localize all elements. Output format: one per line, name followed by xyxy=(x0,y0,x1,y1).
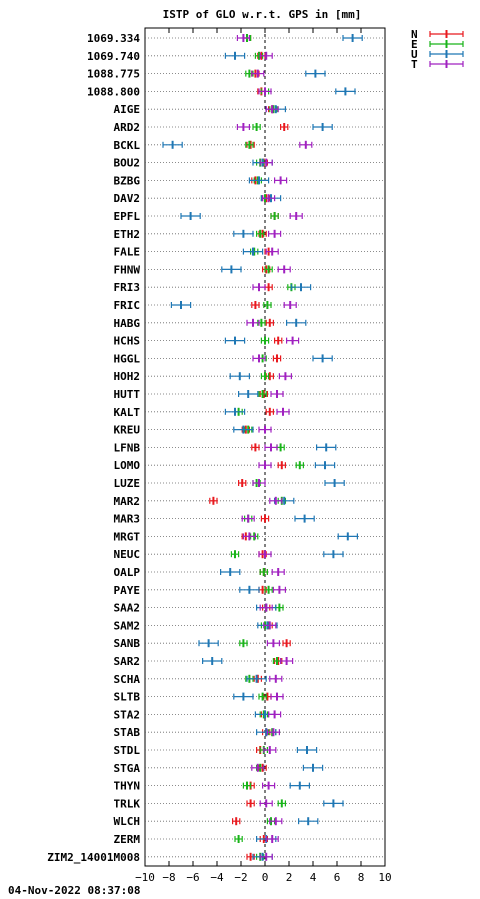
x-tick-label: 10 xyxy=(378,871,391,884)
x-tick-label: 6 xyxy=(334,871,341,884)
category-label: 1069.740 xyxy=(87,50,140,63)
category-label: ARD2 xyxy=(114,121,141,134)
category-label: AIGE xyxy=(114,103,141,116)
category-label: ZIM2_14001M008 xyxy=(47,851,140,864)
category-label: THYN xyxy=(114,780,141,793)
category-label: SCHA xyxy=(114,673,141,686)
category-label: FRIC xyxy=(114,299,141,312)
category-label: KREU xyxy=(114,424,141,437)
category-label: FRI3 xyxy=(114,281,141,294)
category-label: SANB xyxy=(114,637,141,650)
category-label: KALT xyxy=(114,406,141,419)
category-label: 1088.800 xyxy=(87,85,140,98)
category-label: HGGL xyxy=(114,352,141,365)
category-label: WLCH xyxy=(114,815,141,828)
category-label: STDL xyxy=(114,744,141,757)
category-label: LFNB xyxy=(114,441,141,454)
category-label: MRGT xyxy=(114,530,141,543)
x-tick-label: −2 xyxy=(234,871,247,884)
category-label: FHNW xyxy=(114,263,141,276)
x-tick-label: −4 xyxy=(210,871,224,884)
category-label: HABG xyxy=(114,317,141,330)
category-label: HUTT xyxy=(114,388,141,401)
x-tick-label: −10 xyxy=(135,871,155,884)
category-label: TRLK xyxy=(114,797,141,810)
category-label: BCKL xyxy=(114,139,141,152)
category-label: ETH2 xyxy=(114,228,141,241)
chart-title: ISTP of GLO w.r.t. GPS in [mm] xyxy=(163,8,362,21)
legend-label-T: T xyxy=(411,58,418,71)
category-label: LOMO xyxy=(114,459,141,472)
category-label: SAR2 xyxy=(114,655,141,668)
x-tick-label: 4 xyxy=(310,871,317,884)
category-label: STA2 xyxy=(114,708,141,721)
legend-label-N: N xyxy=(411,28,418,41)
category-label: STGA xyxy=(114,762,141,775)
category-label: SAM2 xyxy=(114,619,141,632)
timestamp-label: 04-Nov-2022 08:37:08 xyxy=(8,884,140,897)
category-label: EPFL xyxy=(114,210,141,223)
legend-label-U: U xyxy=(411,48,418,61)
category-label: FALE xyxy=(114,246,141,259)
category-label: HOH2 xyxy=(114,370,141,383)
category-label: ZERM xyxy=(114,833,141,846)
category-label: MAR3 xyxy=(114,513,141,526)
x-tick-label: −8 xyxy=(162,871,175,884)
category-label: STAB xyxy=(114,726,141,739)
plot-area: 1069.334 1069.740 1088.775 1088.800 AIGE ARD2… xyxy=(47,27,392,884)
x-tick-label: 0 xyxy=(262,871,269,884)
category-label: NEUC xyxy=(114,548,141,561)
category-label: 1069.334 xyxy=(87,32,140,45)
category-label: BZBG xyxy=(114,174,141,187)
category-label: MAR2 xyxy=(114,495,141,508)
category-label: HCHS xyxy=(114,335,141,348)
category-label: SAA2 xyxy=(114,602,141,615)
legend-label-E: E xyxy=(411,38,418,51)
category-label: DAV2 xyxy=(114,192,141,205)
x-tick-label: 8 xyxy=(358,871,365,884)
category-label: PAYE xyxy=(114,584,141,597)
x-tick-label: −6 xyxy=(186,871,199,884)
category-label: OALP xyxy=(114,566,141,579)
category-label: BOU2 xyxy=(114,157,141,170)
x-tick-label: 2 xyxy=(286,871,293,884)
series-T xyxy=(236,34,313,861)
category-label: 1088.775 xyxy=(87,68,140,81)
category-label: SLTB xyxy=(114,691,141,704)
category-label: LUZE xyxy=(114,477,141,490)
